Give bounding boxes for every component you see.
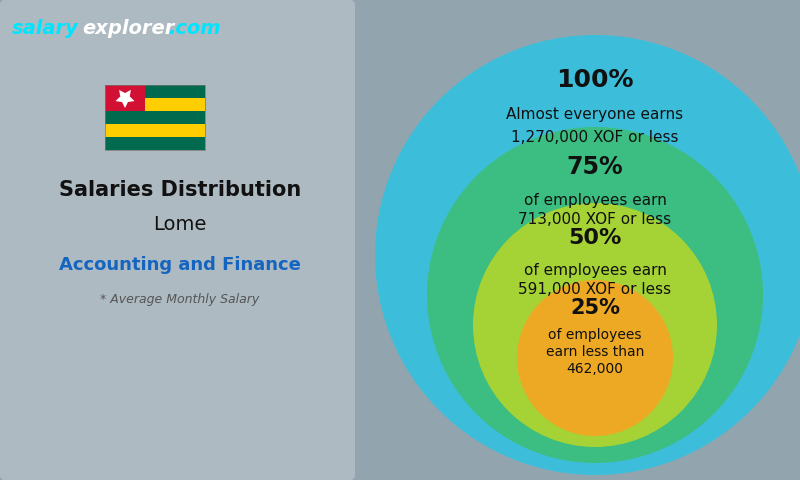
Text: salary: salary xyxy=(12,19,79,37)
Text: of employees: of employees xyxy=(548,328,642,342)
Text: 591,000 XOF or less: 591,000 XOF or less xyxy=(518,283,671,298)
Text: 462,000: 462,000 xyxy=(566,362,623,376)
FancyBboxPatch shape xyxy=(0,0,355,480)
Bar xyxy=(105,137,205,150)
Text: Almost everyone earns: Almost everyone earns xyxy=(506,108,683,122)
Text: earn less than: earn less than xyxy=(546,345,644,359)
Text: Lome: Lome xyxy=(154,216,206,235)
Text: of employees earn: of employees earn xyxy=(523,263,666,277)
Text: explorer: explorer xyxy=(82,19,174,37)
Circle shape xyxy=(375,35,800,475)
Bar xyxy=(105,111,205,124)
Bar xyxy=(105,124,205,137)
Text: * Average Monthly Salary: * Average Monthly Salary xyxy=(100,293,260,307)
Circle shape xyxy=(517,280,673,436)
Text: 713,000 XOF or less: 713,000 XOF or less xyxy=(518,213,671,228)
Text: 50%: 50% xyxy=(568,228,622,248)
Bar xyxy=(105,85,205,150)
Bar xyxy=(105,98,205,111)
Text: 25%: 25% xyxy=(570,298,620,318)
Circle shape xyxy=(427,127,763,463)
Text: .com: .com xyxy=(168,19,221,37)
Text: Accounting and Finance: Accounting and Finance xyxy=(59,256,301,274)
Bar xyxy=(105,85,205,98)
Text: 100%: 100% xyxy=(556,68,634,92)
Text: 1,270,000 XOF or less: 1,270,000 XOF or less xyxy=(511,130,678,144)
Text: 75%: 75% xyxy=(566,155,623,179)
Polygon shape xyxy=(115,90,134,108)
Circle shape xyxy=(473,203,717,447)
Text: Salaries Distribution: Salaries Distribution xyxy=(59,180,301,200)
Text: of employees earn: of employees earn xyxy=(523,192,666,207)
Bar xyxy=(105,85,145,111)
